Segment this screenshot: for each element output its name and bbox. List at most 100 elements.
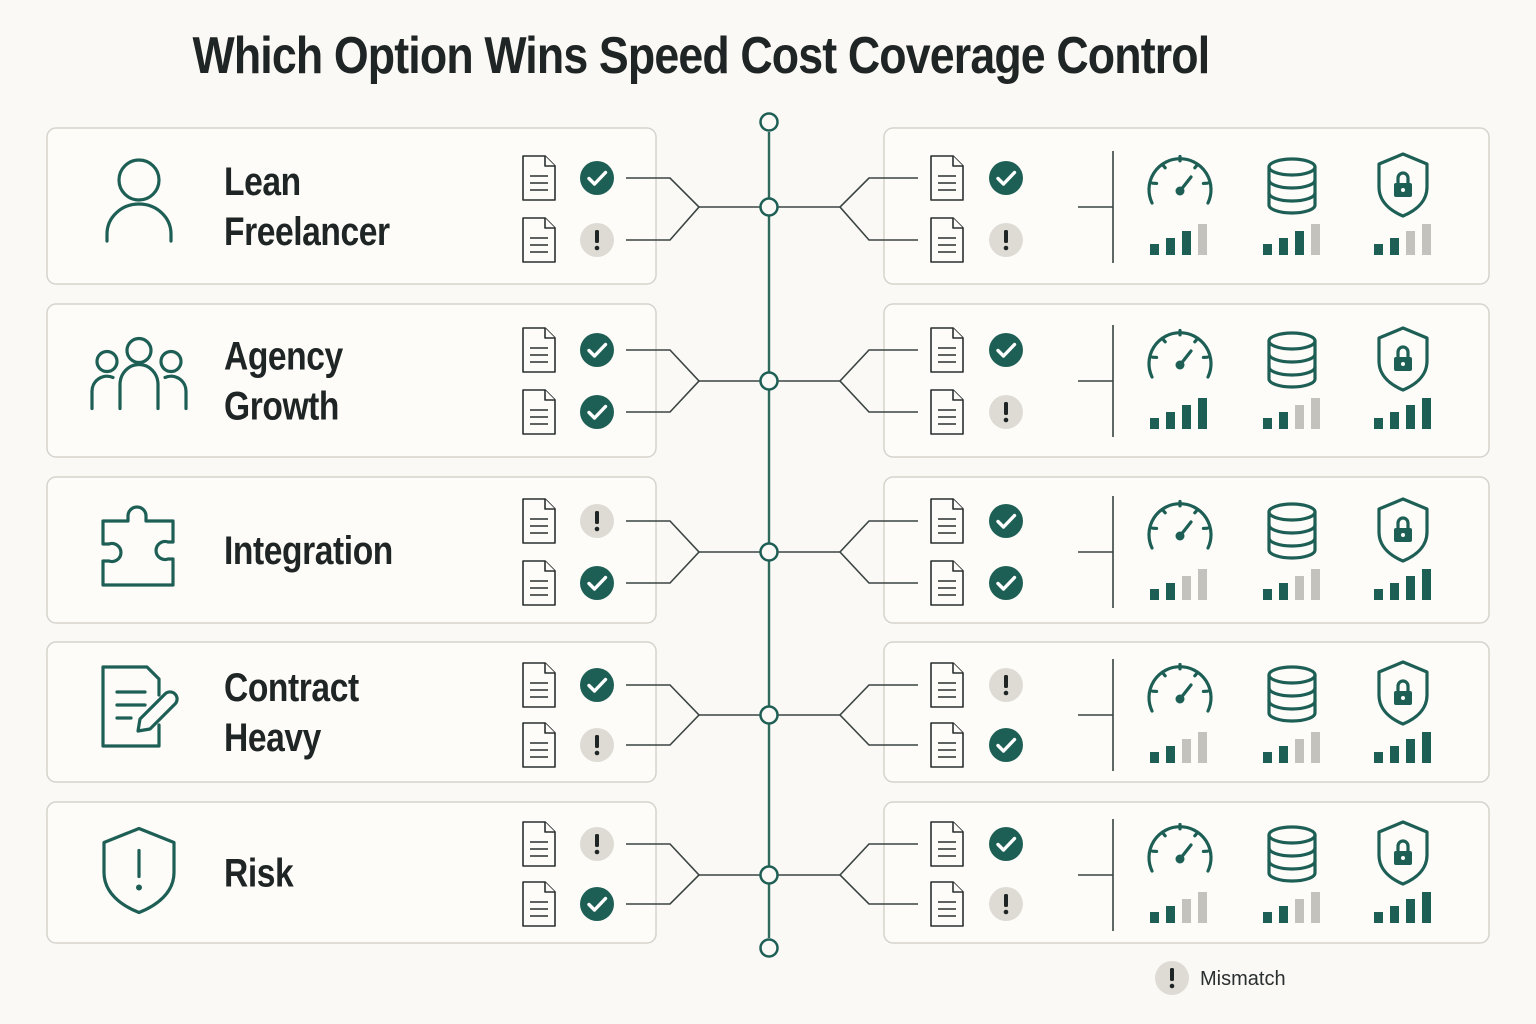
speedometer-icon [1147, 154, 1213, 205]
level-bar [1406, 576, 1415, 600]
right-panel [883, 641, 1490, 783]
level-bars [1150, 398, 1207, 429]
shield-lock-icon [1377, 660, 1429, 726]
left-panel [46, 801, 657, 944]
option-label: Risk [224, 851, 294, 895]
option-row: Lean Freelancer [46, 127, 1490, 285]
db-ring [1267, 699, 1317, 711]
document-icon [522, 881, 556, 927]
level-bars [1150, 224, 1207, 255]
right-panel [883, 801, 1490, 944]
check-mark [587, 342, 608, 358]
right-connector [838, 684, 918, 746]
document-icon [522, 560, 556, 606]
check-mark [587, 404, 608, 420]
document-icon [930, 327, 964, 373]
spine-node [759, 705, 779, 725]
document-outline [522, 821, 556, 867]
level-bar [1295, 405, 1304, 429]
gauge-tick [1160, 163, 1167, 170]
check-icon [989, 566, 1023, 600]
level-bar [1279, 583, 1288, 600]
level-bar [1311, 892, 1320, 923]
warning-badge-icon [989, 395, 1023, 429]
db-ring [1267, 352, 1317, 364]
spine-node [759, 371, 779, 391]
warning-bar [595, 834, 599, 847]
warning-dot [1003, 417, 1009, 423]
option-row: Risk [46, 801, 1490, 944]
shield-alert-icon [102, 826, 176, 915]
level-bar [1374, 912, 1383, 923]
level-bars [1150, 569, 1207, 600]
document-outline [522, 389, 556, 435]
check-icon [580, 566, 614, 600]
right-connector [838, 349, 918, 413]
level-bars [1374, 398, 1431, 429]
document-outline [522, 560, 556, 606]
puzzle-icon [101, 505, 175, 587]
document-fold [544, 723, 555, 734]
lock-keyhole [1401, 696, 1405, 700]
warning-dot [1003, 690, 1009, 696]
check-mark [996, 513, 1017, 529]
document-icon [930, 560, 964, 606]
document-outline [930, 155, 964, 201]
spine-node [759, 865, 779, 885]
level-bar [1390, 238, 1399, 255]
document-outline [930, 498, 964, 544]
check-mark [996, 342, 1017, 358]
check-icon [989, 333, 1023, 367]
lock-keyhole [1401, 188, 1405, 192]
level-bar [1311, 224, 1320, 255]
puzzle-outline [101, 505, 175, 587]
level-bars [1263, 569, 1320, 600]
warning-bar [1004, 675, 1008, 688]
warning-badge-icon [989, 223, 1023, 257]
shield-lock-icon [1377, 326, 1429, 392]
document-icon [522, 498, 556, 544]
left-panel [46, 476, 657, 624]
level-bar [1263, 418, 1272, 429]
warning-dot [1003, 909, 1009, 915]
level-bar [1198, 398, 1207, 429]
check-badge [989, 161, 1023, 195]
gauge-hub [1175, 854, 1185, 864]
level-bar [1263, 244, 1272, 255]
check-badge [989, 728, 1023, 762]
check-icon [580, 887, 614, 921]
shield-lock-icon [1377, 152, 1429, 218]
warning-bar [595, 511, 599, 524]
level-bar [1279, 412, 1288, 429]
document-fold [952, 561, 963, 572]
level-bar [1182, 405, 1191, 429]
level-bar [1295, 576, 1304, 600]
gauge-hub [1175, 531, 1185, 541]
warning-bar [595, 230, 599, 243]
database-icon [1267, 825, 1317, 883]
level-bar [1150, 244, 1159, 255]
check-mark [587, 896, 608, 912]
level-bar [1198, 224, 1207, 255]
level-bar [1198, 732, 1207, 763]
lock-shackle [1396, 345, 1410, 359]
group-side-head [95, 349, 119, 374]
check-badge [989, 827, 1023, 861]
shield-outline [1377, 660, 1429, 726]
gauge-tick [1193, 163, 1200, 170]
level-bars [1263, 224, 1320, 255]
right-connector [838, 843, 918, 905]
level-bar [1166, 412, 1175, 429]
level-bar [1374, 752, 1383, 763]
option-label: Heavy [224, 715, 322, 759]
document-icon [522, 722, 556, 768]
gauge-tick [1193, 831, 1200, 838]
document-icon [930, 389, 964, 435]
document-outline [522, 155, 556, 201]
document-icon [930, 498, 964, 544]
document-outline [522, 498, 556, 544]
level-bar [1374, 589, 1383, 600]
check-icon [989, 161, 1023, 195]
level-bar [1390, 906, 1399, 923]
level-bar [1390, 746, 1399, 763]
